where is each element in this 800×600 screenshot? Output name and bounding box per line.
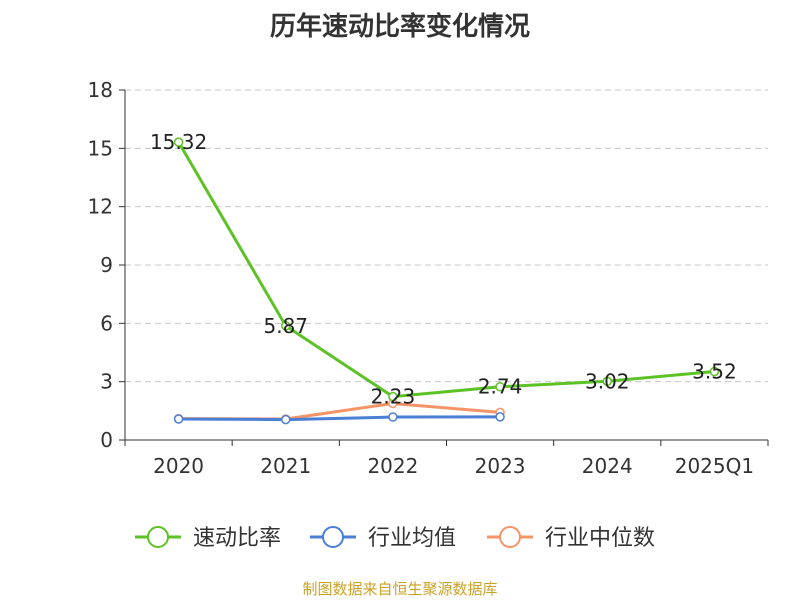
legend-label: 行业均值 [368,526,456,551]
source-note: 制图数据来自恒生聚源数据库 [302,580,498,598]
data-point [709,366,720,377]
data-point [173,414,184,424]
data-point [495,412,505,422]
y-tick-label: 9 [100,253,113,277]
data-label: 3.52 [692,360,737,384]
legend-marker [499,526,521,548]
chart-title: 历年速动比率变化情况 [269,12,530,42]
y-tick-label: 6 [100,311,113,335]
legend-label: 行业中位数 [545,526,655,551]
legend: 速动比率 行业均值 行业中位数 [135,526,655,551]
x-tick-label: 2021 [260,454,311,478]
data-point [602,376,612,387]
legend-marker [322,526,344,548]
data-labels: 15.32 5.87 2.23 2.74 3.02 3.52 [150,130,737,409]
data-label: 2.23 [371,385,416,409]
x-tick-label: 2024 [582,454,633,478]
series-lines [173,137,720,425]
legend-marker [147,526,169,548]
data-label: 5.87 [263,314,308,338]
data-label: 2.74 [478,375,523,399]
gridlines [125,89,768,383]
y-tick-label: 3 [100,370,113,394]
series-line [178,415,501,422]
y-tick-label: 0 [100,428,113,452]
x-tick-label: 2022 [367,454,418,478]
y-tick-label: 12 [88,195,113,219]
legend-label: 速动比率 [193,526,281,551]
data-point [388,412,398,422]
data-label: 15.32 [150,130,207,154]
data-point [281,321,291,331]
x-tick-label: 2023 [475,454,526,478]
axes: 0 3 6 9 12 15 18 2020 2021 2022 2023 2024 2025Q1 [88,78,769,478]
x-tick-label: 2020 [153,454,204,478]
data-point [495,381,505,392]
x-tick-label: 2025Q1 [675,454,754,478]
data-point [388,391,398,402]
series-line [177,141,715,399]
y-tick-label: 15 [88,136,113,160]
data-label: 3.02 [585,369,630,393]
data-point [173,137,184,147]
y-tick-label: 18 [88,78,113,102]
data-point [281,414,291,425]
